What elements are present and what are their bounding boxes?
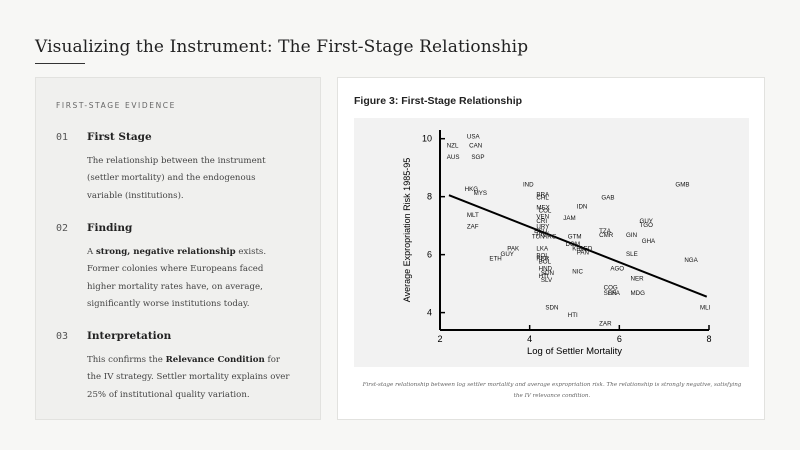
data-point-label: GTM	[568, 234, 582, 241]
data-point-label: TUN	[532, 234, 545, 241]
data-point-label: GUY	[501, 251, 514, 258]
data-point-label: BRA	[536, 192, 550, 199]
data-point-label: MDG	[631, 290, 646, 297]
data-point-label: MLT	[467, 212, 479, 219]
item-number: 03	[56, 331, 69, 342]
scatter-chart: 2 4 6 8 4 6 8 10 Log of Settler Mortality Average…	[402, 130, 712, 357]
item-body: A strong, negative relationship exists. …	[87, 244, 292, 313]
data-point-label: AUS	[447, 154, 460, 161]
data-point-label: NGA	[684, 257, 698, 264]
data-point-label: HND	[539, 266, 553, 273]
data-point-label: JAM	[563, 215, 575, 222]
item-title: Finding	[87, 222, 133, 234]
data-point-label: BOL	[536, 253, 549, 260]
y-tick-label: 8	[427, 192, 432, 202]
data-point-label: DOM	[566, 241, 580, 248]
data-point-label: IDN	[577, 203, 588, 210]
data-point-label: BFA	[608, 290, 621, 297]
data-point-label: URY	[536, 224, 549, 231]
data-point-label: NIC	[572, 268, 583, 275]
y-tick-label: 10	[422, 134, 432, 144]
data-point-label: SGP	[471, 154, 484, 161]
data-point-label: TZA	[599, 228, 612, 235]
data-point-label: PRY	[536, 231, 549, 238]
y-tick-label: 6	[427, 250, 432, 260]
data-point-label: ARG	[543, 234, 557, 241]
figure-image: 2 4 6 8 4 6 8 10 Log of Settler Mortality Average…	[354, 118, 749, 367]
data-point-label: MYS	[474, 190, 487, 197]
evidence-panel: FIRST-STAGE EVIDENCE 01 First Stage The …	[35, 77, 321, 420]
data-point-label: VEN	[536, 213, 549, 220]
item-body: This confirms the Relevance Condition fo…	[87, 352, 292, 404]
x-axis-label: Log of Settler Mortality	[527, 346, 622, 357]
data-point-label: COL	[539, 208, 552, 215]
data-point-label: LKA	[536, 245, 549, 252]
data-point-label: MEX	[536, 205, 549, 212]
data-point-label: ETH	[489, 255, 501, 262]
data-point-label: COG	[604, 284, 618, 291]
data-point-label: GHA	[642, 238, 656, 245]
data-point-label: HTI	[568, 312, 578, 319]
data-point-label: MLI	[700, 305, 711, 312]
data-point-label: NER	[631, 276, 645, 283]
item-number: 01	[56, 132, 69, 143]
data-point-label: AGO	[610, 266, 624, 273]
data-point-label: GMB	[675, 182, 689, 189]
data-point-label: ZAF	[467, 224, 479, 231]
y-tick-label: 4	[427, 308, 432, 318]
title-underline	[35, 63, 85, 64]
data-point-label: CMR	[599, 232, 614, 239]
item-body: The relationship between the instrument …	[87, 156, 266, 201]
figure-caption: First-stage relationship between log set…	[362, 382, 742, 399]
data-point-label: GUY	[640, 218, 653, 225]
data-point-label: IND	[523, 182, 534, 189]
figure-title: Figure 3: First-Stage Relationship	[354, 95, 523, 107]
x-tick-label: 6	[617, 334, 622, 344]
data-point-label: SLE	[626, 251, 638, 258]
data-point-label: ECU	[534, 228, 547, 235]
data-point-label: CHL	[536, 195, 549, 202]
item-title: First Stage	[87, 131, 152, 143]
item-title: Interpretation	[87, 330, 172, 342]
x-tick-label: 4	[527, 334, 532, 344]
data-point-label: CRI	[536, 218, 547, 225]
data-point-label: PAN	[577, 250, 589, 257]
item-number: 02	[56, 223, 69, 234]
page-title: Visualizing the Instrument: The First-St…	[35, 37, 529, 57]
data-point-label: SDN	[545, 305, 558, 312]
data-point-label: TGO	[640, 222, 654, 229]
x-tick-label: 8	[706, 334, 711, 344]
data-point-label: PAK	[507, 245, 520, 252]
data-point-label: NZL	[447, 142, 459, 149]
data-point-label: HTI	[539, 273, 549, 280]
item-body-emphasis: Relevance Condition	[165, 355, 265, 365]
data-point-label: BGD	[579, 245, 593, 252]
item-body-text: exists. Former colonies where Europeans …	[87, 247, 267, 309]
data-point-label: HKG	[465, 186, 479, 193]
figure-panel: Figure 3: First-Stage Relationship 2 4 6 8 4…	[337, 77, 765, 420]
x-tick-label: 2	[437, 334, 442, 344]
data-point-label: CAN	[469, 142, 482, 149]
data-point-label: KEN	[572, 245, 585, 252]
item-body-emphasis: strong, negative relationship	[95, 247, 236, 257]
item-body-text: A	[87, 247, 96, 257]
data-point-label: SDN	[541, 270, 554, 277]
data-point-label: SEN	[604, 290, 617, 297]
data-point-label: GIN	[626, 232, 637, 239]
data-point-label: USA	[467, 134, 481, 141]
data-point-label: PER	[536, 255, 549, 262]
evidence-label: FIRST-STAGE EVIDENCE	[56, 101, 176, 110]
fit-line	[448, 194, 708, 298]
item-body-text: for the IV strategy. Settler mortality e…	[87, 355, 290, 400]
data-point-label: GAB	[601, 195, 614, 202]
y-axis-label: Average Expropriation Risk 1985-95	[402, 158, 412, 302]
data-point-label: SLV	[541, 277, 553, 284]
data-point-label: BOL	[539, 258, 552, 265]
item-body-text: This confirms the	[87, 355, 166, 365]
data-point-label: ZAR	[599, 321, 612, 328]
